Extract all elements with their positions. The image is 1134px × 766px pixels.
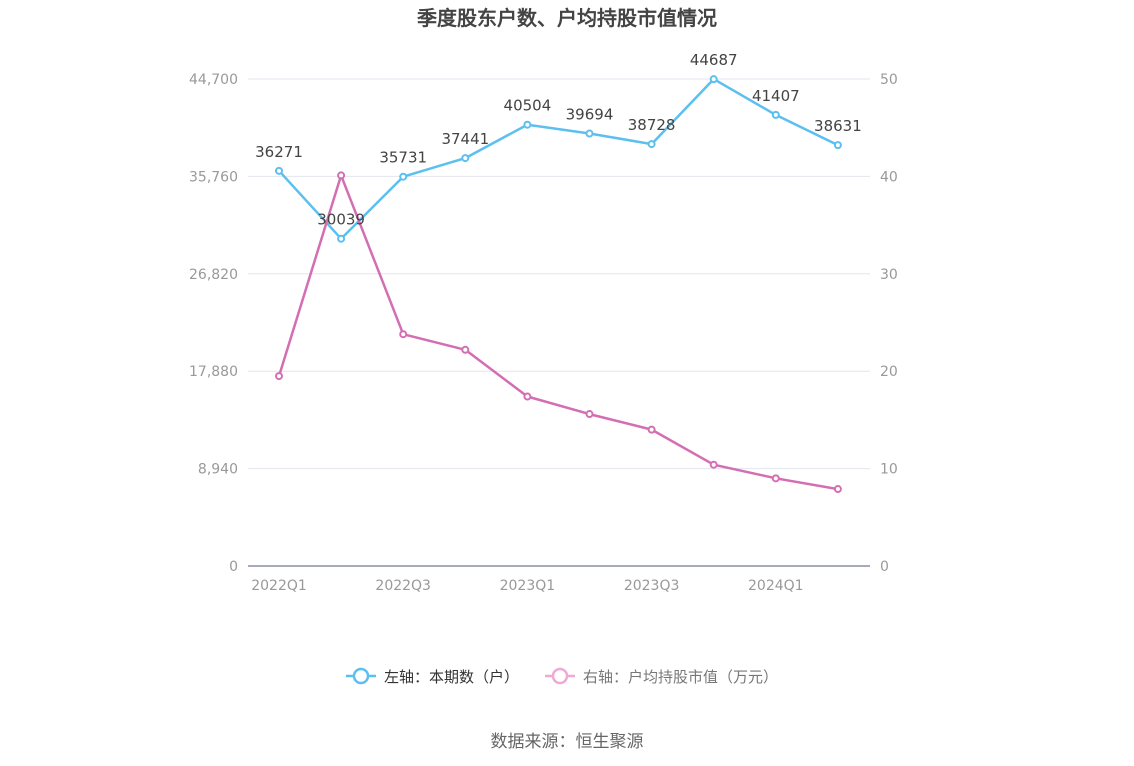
data-labels: 36271 30039 35731 37441 40504 39694 38728 44687… bbox=[255, 51, 862, 229]
right-y-tick-label: 20 bbox=[880, 364, 898, 380]
legend[interactable]: 左轴：本期数（户） 右轴：户均持股市值（万元） bbox=[346, 667, 778, 686]
x-tick-label: 2023Q1 bbox=[500, 578, 556, 594]
data-point bbox=[461, 345, 470, 354]
chart-title: 季度股东户数、户均持股市值情况 bbox=[416, 6, 717, 30]
data-point bbox=[275, 166, 283, 175]
data-label: 40504 bbox=[504, 97, 552, 115]
data-point bbox=[771, 110, 780, 119]
data-point bbox=[647, 140, 656, 149]
data-point bbox=[647, 425, 656, 434]
left-y-tick-label: 0 bbox=[229, 559, 238, 575]
left-y-tick-label: 26,820 bbox=[189, 267, 238, 283]
data-point bbox=[275, 372, 283, 381]
legend-marker bbox=[352, 667, 370, 685]
data-point bbox=[399, 172, 408, 181]
data-point bbox=[523, 392, 532, 401]
series-layer bbox=[275, 75, 842, 494]
data-label: 39694 bbox=[566, 106, 614, 124]
x-tick-label: 2022Q1 bbox=[251, 578, 307, 594]
left-y-tick-label: 35,760 bbox=[189, 169, 238, 185]
data-label: 38728 bbox=[628, 116, 676, 134]
left-y-tick-label: 8,940 bbox=[198, 462, 238, 478]
data-point bbox=[337, 234, 346, 243]
data-label: 38631 bbox=[814, 117, 862, 135]
data-point bbox=[399, 330, 408, 339]
legend-item-1[interactable]: 右轴：户均持股市值（万元） bbox=[545, 667, 778, 686]
data-label: 36271 bbox=[255, 143, 303, 161]
data-point bbox=[833, 485, 842, 494]
data-label: 37441 bbox=[441, 130, 489, 148]
x-tick-label: 2024Q1 bbox=[748, 578, 804, 594]
left-y-tick-label: 17,880 bbox=[189, 364, 238, 380]
data-point bbox=[709, 75, 718, 84]
data-point bbox=[337, 171, 346, 180]
data-point bbox=[771, 474, 780, 483]
legend-item-0[interactable]: 左轴：本期数（户） bbox=[346, 667, 519, 686]
data-point bbox=[461, 154, 470, 163]
right-y-tick-label: 10 bbox=[880, 462, 898, 478]
legend-label: 左轴：本期数（户） bbox=[384, 668, 519, 686]
legend-marker bbox=[551, 667, 569, 685]
right-y-tick-label: 0 bbox=[880, 559, 889, 575]
axes: 0 0 8,940 10 17,880 20 26,820 30 35,760 40 44,700 5… bbox=[189, 72, 898, 594]
data-label: 30039 bbox=[317, 211, 365, 229]
data-point bbox=[833, 141, 842, 150]
data-point bbox=[585, 410, 594, 419]
right-y-tick-label: 40 bbox=[880, 169, 898, 185]
data-point bbox=[585, 129, 594, 138]
legend-label: 右轴：户均持股市值（万元） bbox=[583, 668, 778, 686]
x-tick-label: 2022Q3 bbox=[375, 578, 431, 594]
data-label: 35731 bbox=[379, 149, 427, 167]
series-line-0 bbox=[278, 77, 839, 240]
series-line-1 bbox=[277, 174, 839, 491]
right-y-tick-label: 30 bbox=[880, 267, 898, 283]
right-y-tick-label: 50 bbox=[880, 72, 898, 88]
left-y-tick-label: 44,700 bbox=[189, 72, 238, 88]
data-label: 44687 bbox=[690, 51, 738, 69]
data-label: 41407 bbox=[752, 87, 800, 105]
grid bbox=[248, 78, 870, 470]
x-tick-label: 2023Q3 bbox=[624, 578, 680, 594]
source-note: 数据来源：恒生聚源 bbox=[491, 732, 644, 752]
data-point bbox=[709, 460, 718, 469]
data-point bbox=[523, 120, 532, 129]
